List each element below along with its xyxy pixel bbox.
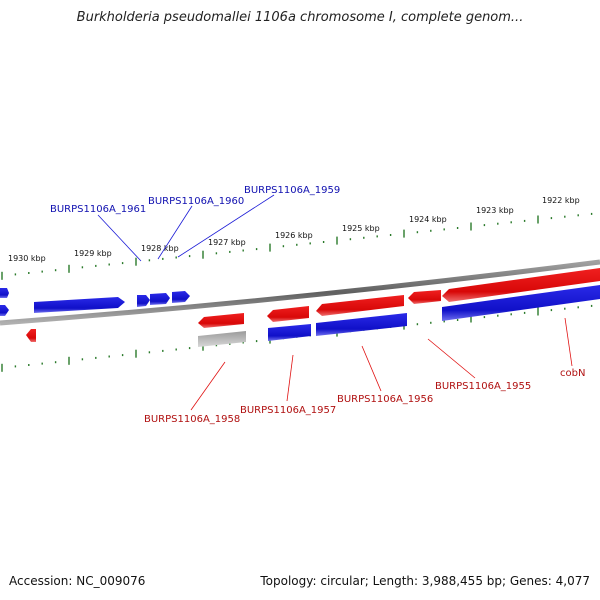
gene-feature-burps1106a-1960[interactable]	[137, 295, 150, 307]
reverse-strand-track-upper	[316, 268, 600, 316]
ruler-label: 1928 kbp	[141, 244, 179, 253]
gene-feature[interactable]	[26, 329, 36, 342]
gene-feature[interactable]	[268, 324, 311, 341]
gene-label-burps1106a-1961[interactable]: BURPS1106A_1961	[50, 204, 146, 215]
map-title: Burkholderia pseudomallei 1106a chromoso…	[76, 10, 524, 25]
outer-tick-ruler	[1, 212, 593, 280]
gene-label-burps1106a-1956[interactable]: BURPS1106A_1956	[337, 394, 433, 405]
ruler-label: 1924 kbp	[409, 215, 447, 224]
ruler-label: 1930 kbp	[8, 254, 46, 263]
forward-strand-track	[0, 288, 190, 316]
gene-label-burps1106a-1957[interactable]: BURPS1106A_1957	[240, 405, 336, 416]
ruler-label: 1927 kbp	[208, 238, 246, 247]
gene-label-burps1106a-1955[interactable]: BURPS1106A_1955	[435, 381, 531, 392]
gene-label-cobn[interactable]: cobN	[560, 368, 585, 379]
ruler-label: 1926 kbp	[275, 231, 313, 240]
gene-label-burps1106a-1958[interactable]: BURPS1106A_1958	[144, 414, 240, 425]
pseudo-gene-feature[interactable]	[198, 331, 246, 347]
gene-feature[interactable]	[408, 290, 441, 304]
gene-feature-burps1106a-1957[interactable]	[267, 306, 309, 322]
lower-strand-track	[26, 285, 600, 347]
gene-feature[interactable]	[316, 295, 404, 316]
topology-text: Topology: circular; Length: 3,988,455 bp…	[260, 574, 590, 588]
gene-label-burps1106a-1959[interactable]: BURPS1106A_1959	[244, 185, 340, 196]
gene-feature-burps1106a-1961[interactable]	[34, 297, 125, 313]
gene-feature-burps1106a-1959[interactable]	[172, 291, 190, 303]
gene-label-burps1106a-1960[interactable]: BURPS1106A_1960	[148, 196, 244, 207]
gene-feature[interactable]	[0, 288, 9, 298]
gene-feature-burps1106a-1955[interactable]	[442, 285, 600, 321]
gene-feature-burps1106a-1958[interactable]	[198, 313, 244, 328]
chromosome-backbone	[0, 259, 600, 326]
ruler-label: 1922 kbp	[542, 196, 580, 205]
ruler-label: 1929 kbp	[74, 249, 112, 258]
gene-feature-burps1106a-1959a[interactable]	[150, 293, 170, 305]
gene-feature-cobn-upper[interactable]	[442, 268, 600, 302]
accession-text: Accession: NC_009076	[9, 574, 146, 588]
ruler-label: 1925 kbp	[342, 224, 380, 233]
gene-feature-burps1106a-1956[interactable]	[316, 313, 407, 336]
ruler-label: 1923 kbp	[476, 206, 514, 215]
label-leader-lines	[97, 194, 573, 411]
gene-feature[interactable]	[0, 305, 9, 316]
